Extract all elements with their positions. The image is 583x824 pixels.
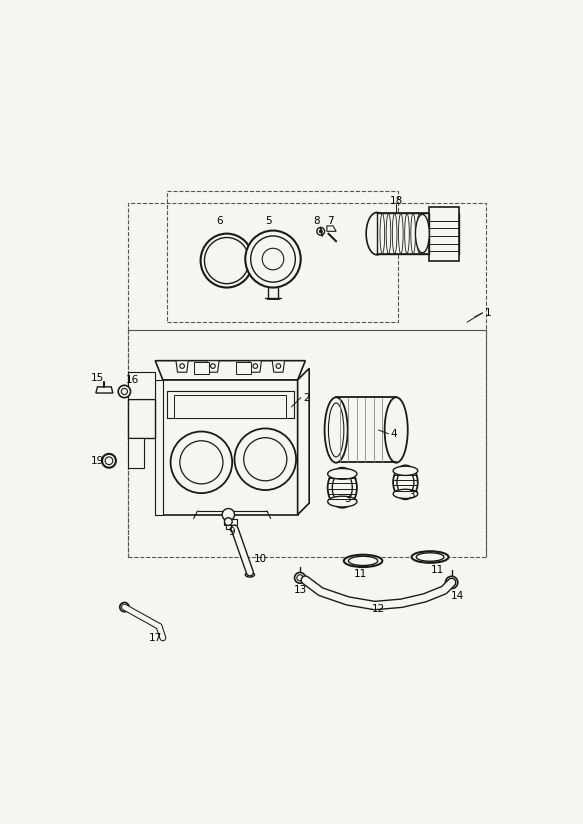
Ellipse shape — [344, 555, 382, 567]
Bar — [174, 396, 286, 419]
Ellipse shape — [349, 556, 378, 565]
Bar — [128, 330, 486, 557]
Ellipse shape — [328, 468, 357, 508]
Ellipse shape — [262, 248, 284, 269]
Text: 14: 14 — [451, 591, 465, 601]
Polygon shape — [128, 372, 155, 399]
Ellipse shape — [328, 496, 357, 507]
Polygon shape — [176, 361, 188, 372]
Polygon shape — [272, 361, 285, 372]
Ellipse shape — [399, 213, 403, 254]
Ellipse shape — [411, 213, 416, 254]
Text: 6: 6 — [216, 216, 222, 226]
Text: 7: 7 — [326, 216, 333, 226]
Text: 17: 17 — [149, 633, 162, 643]
Ellipse shape — [328, 403, 344, 457]
Ellipse shape — [245, 231, 301, 288]
Ellipse shape — [393, 489, 418, 499]
Ellipse shape — [405, 213, 409, 254]
Polygon shape — [155, 380, 163, 515]
Text: 12: 12 — [372, 604, 385, 614]
Circle shape — [253, 363, 258, 368]
Polygon shape — [128, 438, 143, 469]
Ellipse shape — [201, 234, 253, 288]
Ellipse shape — [385, 397, 408, 463]
Text: 4: 4 — [391, 428, 397, 439]
Ellipse shape — [417, 213, 422, 254]
Circle shape — [105, 457, 113, 465]
Text: 19: 19 — [91, 456, 104, 466]
Ellipse shape — [328, 469, 357, 480]
Polygon shape — [96, 386, 113, 393]
Circle shape — [120, 602, 129, 611]
Polygon shape — [298, 368, 309, 515]
Ellipse shape — [412, 551, 448, 563]
Bar — [224, 519, 237, 526]
Circle shape — [222, 508, 234, 521]
Bar — [194, 363, 209, 374]
Circle shape — [180, 363, 184, 368]
Circle shape — [121, 388, 128, 395]
Circle shape — [276, 363, 280, 368]
Polygon shape — [155, 361, 305, 380]
Ellipse shape — [397, 469, 414, 495]
Ellipse shape — [325, 397, 347, 463]
Ellipse shape — [366, 213, 388, 255]
Circle shape — [102, 454, 116, 468]
Bar — [236, 363, 251, 374]
Text: 3: 3 — [408, 490, 415, 500]
Text: 5: 5 — [265, 216, 272, 226]
Ellipse shape — [416, 553, 444, 561]
Circle shape — [244, 438, 287, 480]
Circle shape — [224, 517, 232, 526]
Text: 13: 13 — [293, 585, 307, 595]
Polygon shape — [128, 399, 155, 438]
Ellipse shape — [380, 213, 385, 254]
Ellipse shape — [245, 573, 255, 577]
Ellipse shape — [393, 466, 418, 475]
Text: 1: 1 — [484, 308, 491, 318]
Circle shape — [297, 575, 303, 581]
Polygon shape — [249, 361, 261, 372]
Text: 11: 11 — [354, 569, 367, 579]
Bar — [167, 191, 398, 322]
Circle shape — [180, 441, 223, 484]
Text: 15: 15 — [91, 372, 104, 382]
Polygon shape — [327, 226, 336, 232]
Circle shape — [171, 432, 232, 493]
Text: 16: 16 — [127, 375, 139, 385]
Text: 11: 11 — [431, 565, 444, 575]
Bar — [226, 525, 234, 529]
Circle shape — [210, 363, 215, 368]
Circle shape — [319, 230, 322, 233]
Text: 2: 2 — [304, 393, 310, 403]
Ellipse shape — [205, 237, 249, 283]
Polygon shape — [207, 361, 219, 372]
Circle shape — [234, 428, 296, 490]
Text: 9: 9 — [229, 527, 236, 537]
Polygon shape — [163, 380, 298, 515]
Circle shape — [445, 576, 458, 588]
Bar — [128, 203, 486, 330]
Polygon shape — [429, 207, 459, 260]
Ellipse shape — [393, 466, 418, 499]
Text: 10: 10 — [254, 555, 267, 564]
Ellipse shape — [392, 213, 397, 254]
Ellipse shape — [386, 213, 391, 254]
Ellipse shape — [416, 214, 429, 253]
Circle shape — [118, 386, 131, 398]
Text: 18: 18 — [389, 195, 403, 205]
Ellipse shape — [251, 236, 296, 282]
Circle shape — [448, 578, 455, 587]
Ellipse shape — [332, 472, 352, 503]
Text: 8: 8 — [314, 217, 320, 227]
Text: 3: 3 — [345, 494, 351, 504]
Circle shape — [317, 227, 325, 235]
Polygon shape — [377, 213, 459, 255]
Circle shape — [294, 573, 305, 583]
